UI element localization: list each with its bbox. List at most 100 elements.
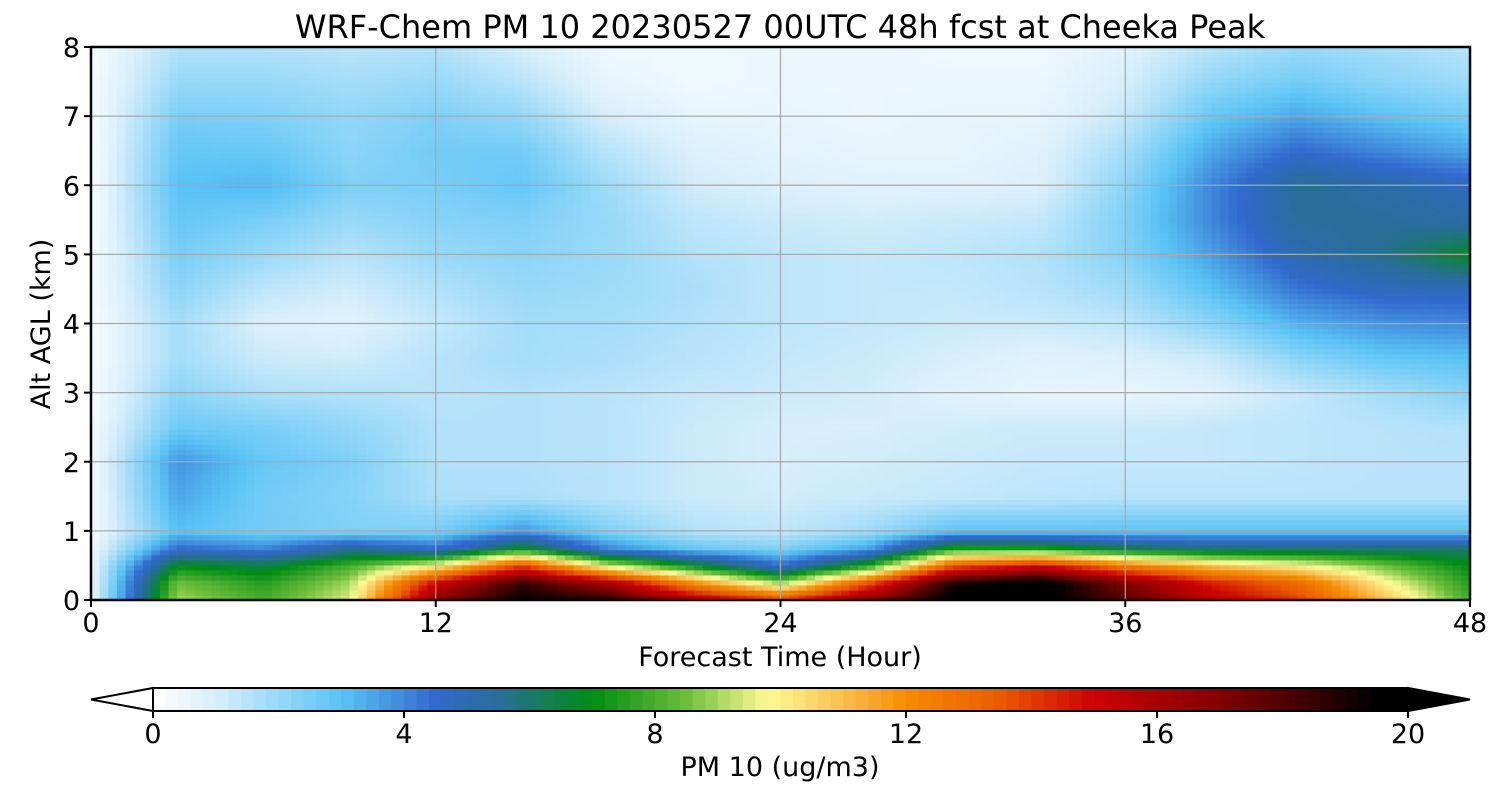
colorbar-segment xyxy=(479,688,493,711)
colorbar-segment xyxy=(404,688,418,711)
colorbar-segment xyxy=(203,688,217,711)
colorbar-segment xyxy=(1370,688,1384,711)
colorbar-segment xyxy=(1006,688,1020,711)
colorbar-tick-label: 20 xyxy=(1391,719,1425,750)
colorbar-segment xyxy=(592,688,606,711)
colorbar-segment xyxy=(265,688,280,711)
grid-lines xyxy=(91,47,1470,600)
colorbar-segment xyxy=(868,688,882,711)
colorbar-segment xyxy=(1257,688,1271,711)
chart-title: WRF-Chem PM 10 20230527 00UTC 48h fcst a… xyxy=(295,8,1266,46)
colorbar-segment xyxy=(931,688,945,711)
colorbar-segment xyxy=(1345,688,1359,711)
colorbar-tick-label: 0 xyxy=(144,719,161,750)
colorbar-segment xyxy=(880,688,895,711)
colorbar-segment xyxy=(1269,688,1284,711)
colorbar-segment xyxy=(981,688,995,711)
colorbar-segment xyxy=(642,688,656,711)
colorbar-segment xyxy=(1207,688,1221,711)
colorbar-segment xyxy=(1182,688,1196,711)
colorbar-segment xyxy=(416,688,430,711)
colorbar-segment xyxy=(454,688,468,711)
colorbar-segment xyxy=(1194,688,1208,711)
colorbar-segment xyxy=(780,688,794,711)
colorbar-segment xyxy=(1018,688,1033,711)
colorbar-segment xyxy=(855,688,869,711)
colorbar-segment xyxy=(153,688,167,711)
colorbar-segment xyxy=(742,688,756,711)
colorbar-segment xyxy=(165,688,179,711)
colorbar-segment xyxy=(554,688,568,711)
colorbar-frame xyxy=(152,687,1409,712)
colorbar-segment xyxy=(1357,688,1371,711)
colorbar-segment xyxy=(178,688,192,711)
colorbar-segment xyxy=(441,688,455,711)
colorbar-segment xyxy=(378,688,393,711)
colorbar-segment xyxy=(278,688,292,711)
colorbar-segment xyxy=(793,688,807,711)
colorbar-segment xyxy=(1056,688,1070,711)
colorbar-segment xyxy=(542,688,556,711)
colorbar-extend-min xyxy=(90,686,154,713)
colorbar-tick-label: 12 xyxy=(889,719,923,750)
x-tick-label: 48 xyxy=(1453,608,1487,639)
y-tick-label: 4 xyxy=(63,310,80,341)
y-axis-label: Alt AGL (km) xyxy=(26,239,57,410)
colorbar-ticks: 0 4 8 12 16 20 xyxy=(144,711,1425,750)
colorbar-segment xyxy=(429,688,443,711)
colorbar-segment xyxy=(240,688,254,711)
colorbar-segment xyxy=(755,688,769,711)
y-tick-label: 1 xyxy=(63,517,80,548)
colorbar-segment xyxy=(1157,688,1171,711)
colorbar-segment xyxy=(328,688,342,711)
colorbar-tick-label: 4 xyxy=(395,719,412,750)
y-tick-label: 8 xyxy=(63,33,80,64)
colorbar-segment xyxy=(1307,688,1321,711)
y-tick-label: 6 xyxy=(63,171,80,202)
colorbar-segment xyxy=(1219,688,1233,711)
colorbar-segment xyxy=(466,688,480,711)
colorbar-segment xyxy=(717,688,731,711)
x-tick-label: 24 xyxy=(763,608,797,639)
colorbar-segment xyxy=(1094,688,1108,711)
colorbar-segment xyxy=(516,688,531,711)
y-tick-label: 7 xyxy=(63,102,80,133)
colorbar-segment xyxy=(767,688,782,711)
y-axis-ticks: 0 1 2 3 4 5 6 7 8 xyxy=(63,33,91,617)
colorbar-segment xyxy=(943,688,957,711)
colorbar-segment xyxy=(316,688,330,711)
colorbar-segment xyxy=(1320,688,1334,711)
colorbar xyxy=(90,686,1471,713)
colorbar-segment xyxy=(1119,688,1133,711)
colorbar-segment xyxy=(1144,688,1158,711)
colorbar-segment xyxy=(617,688,631,711)
colorbar-segment xyxy=(1131,688,1146,711)
pm10-contour-field xyxy=(91,47,1470,600)
colorbar-tick-label: 8 xyxy=(646,719,663,750)
y-tick-label: 2 xyxy=(63,448,80,479)
colorbar-segment xyxy=(629,688,644,711)
colorbar-segment xyxy=(680,688,694,711)
x-axis-label: Forecast Time (Hour) xyxy=(638,642,922,673)
colorbar-segment xyxy=(893,688,907,711)
colorbar-segment xyxy=(341,688,355,711)
colorbar-segment xyxy=(1106,688,1120,711)
colorbar-segment xyxy=(705,688,719,711)
x-axis-ticks: 0 12 24 36 48 xyxy=(82,600,1487,639)
colorbar-segment xyxy=(1282,688,1296,711)
x-tick-label: 0 xyxy=(82,608,99,639)
colorbar-segment xyxy=(918,688,932,711)
colorbar-label: PM 10 (ug/m3) xyxy=(681,752,880,783)
colorbar-segment xyxy=(730,688,744,711)
colorbar-segment xyxy=(215,688,229,711)
colorbar-extend-max xyxy=(1407,686,1471,713)
colorbar-segment xyxy=(818,688,832,711)
colorbar-segment xyxy=(353,688,367,711)
colorbar-segment xyxy=(1395,688,1409,711)
colorbar-segment xyxy=(1232,688,1246,711)
colorbar-segment xyxy=(1044,688,1058,711)
colorbar-segment xyxy=(253,688,267,711)
colorbar-segment xyxy=(968,688,982,711)
x-tick-label: 36 xyxy=(1108,608,1142,639)
x-tick-label: 12 xyxy=(419,608,453,639)
